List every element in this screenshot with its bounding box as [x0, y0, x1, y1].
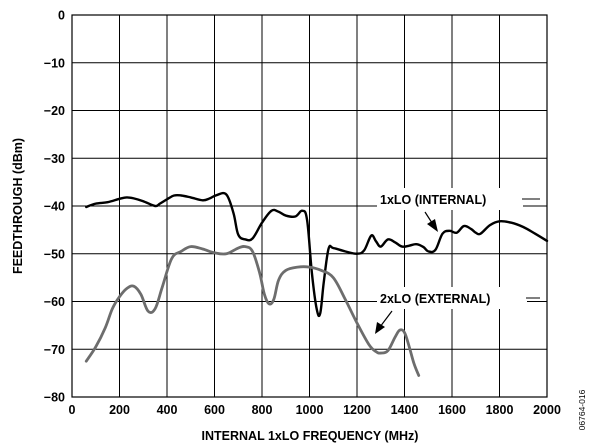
x-tick-label: 1600	[438, 403, 466, 417]
y-tick-label: −70	[44, 343, 65, 357]
annotation-1xlo: 1xLO (INTERNAL)	[377, 188, 540, 232]
annotation-1xlo-arrowhead	[427, 219, 438, 232]
x-tick-label: 400	[157, 403, 178, 417]
x-tick-label: 1200	[343, 403, 371, 417]
x-tick-label: 200	[109, 403, 130, 417]
y-tick-label: −40	[44, 200, 65, 214]
x-tick-label: 1000	[296, 403, 324, 417]
annotation-2xlo-label: 2xLO (EXTERNAL)	[380, 292, 490, 306]
x-tick-label: 600	[204, 403, 225, 417]
annotation-2xlo: 2xLO (EXTERNAL)	[375, 287, 540, 334]
series-layer	[84, 191, 549, 377]
x-tick-label: 1400	[391, 403, 419, 417]
annotation-1xlo-label: 1xLO (INTERNAL)	[380, 193, 486, 207]
annotation-2xlo-arrow-line	[379, 310, 393, 328]
annotation-2xlo-arrowhead	[375, 322, 385, 334]
y-tick-label: 0	[58, 9, 65, 23]
y-axis-label: FEEDTHROUGH (dBm)	[11, 138, 25, 274]
y-tick-label: −20	[44, 104, 65, 118]
annotation-2xlo-box	[377, 287, 527, 309]
x-tick-label: 2000	[533, 403, 561, 417]
y-tick-labels: 0 −10 −20 −30 −40 −50 −60 −70 −80	[44, 9, 65, 405]
x-tick-label: 1800	[486, 403, 514, 417]
series-line-2xlo-external	[84, 244, 421, 377]
series-line-1xlo-internal	[85, 191, 549, 318]
x-axis-label: INTERNAL 1xLO FREQUENCY (MHz)	[202, 429, 419, 443]
x-tick-labels: 0 200 400 600 800 1000 1200 1400 1600 1800 2000	[69, 403, 561, 417]
y-tick-label: −30	[44, 152, 65, 166]
y-tick-label: −80	[44, 391, 65, 405]
plot-frame	[71, 14, 548, 398]
figure-id-label: 06764-016	[577, 389, 587, 430]
x-tick-label: 800	[252, 403, 273, 417]
y-tick-label: −10	[44, 56, 65, 70]
y-tick-label: −50	[44, 247, 65, 261]
annotation-1xlo-box	[377, 188, 523, 210]
x-tick-label: 0	[69, 403, 76, 417]
y-tick-label: −60	[44, 295, 65, 309]
